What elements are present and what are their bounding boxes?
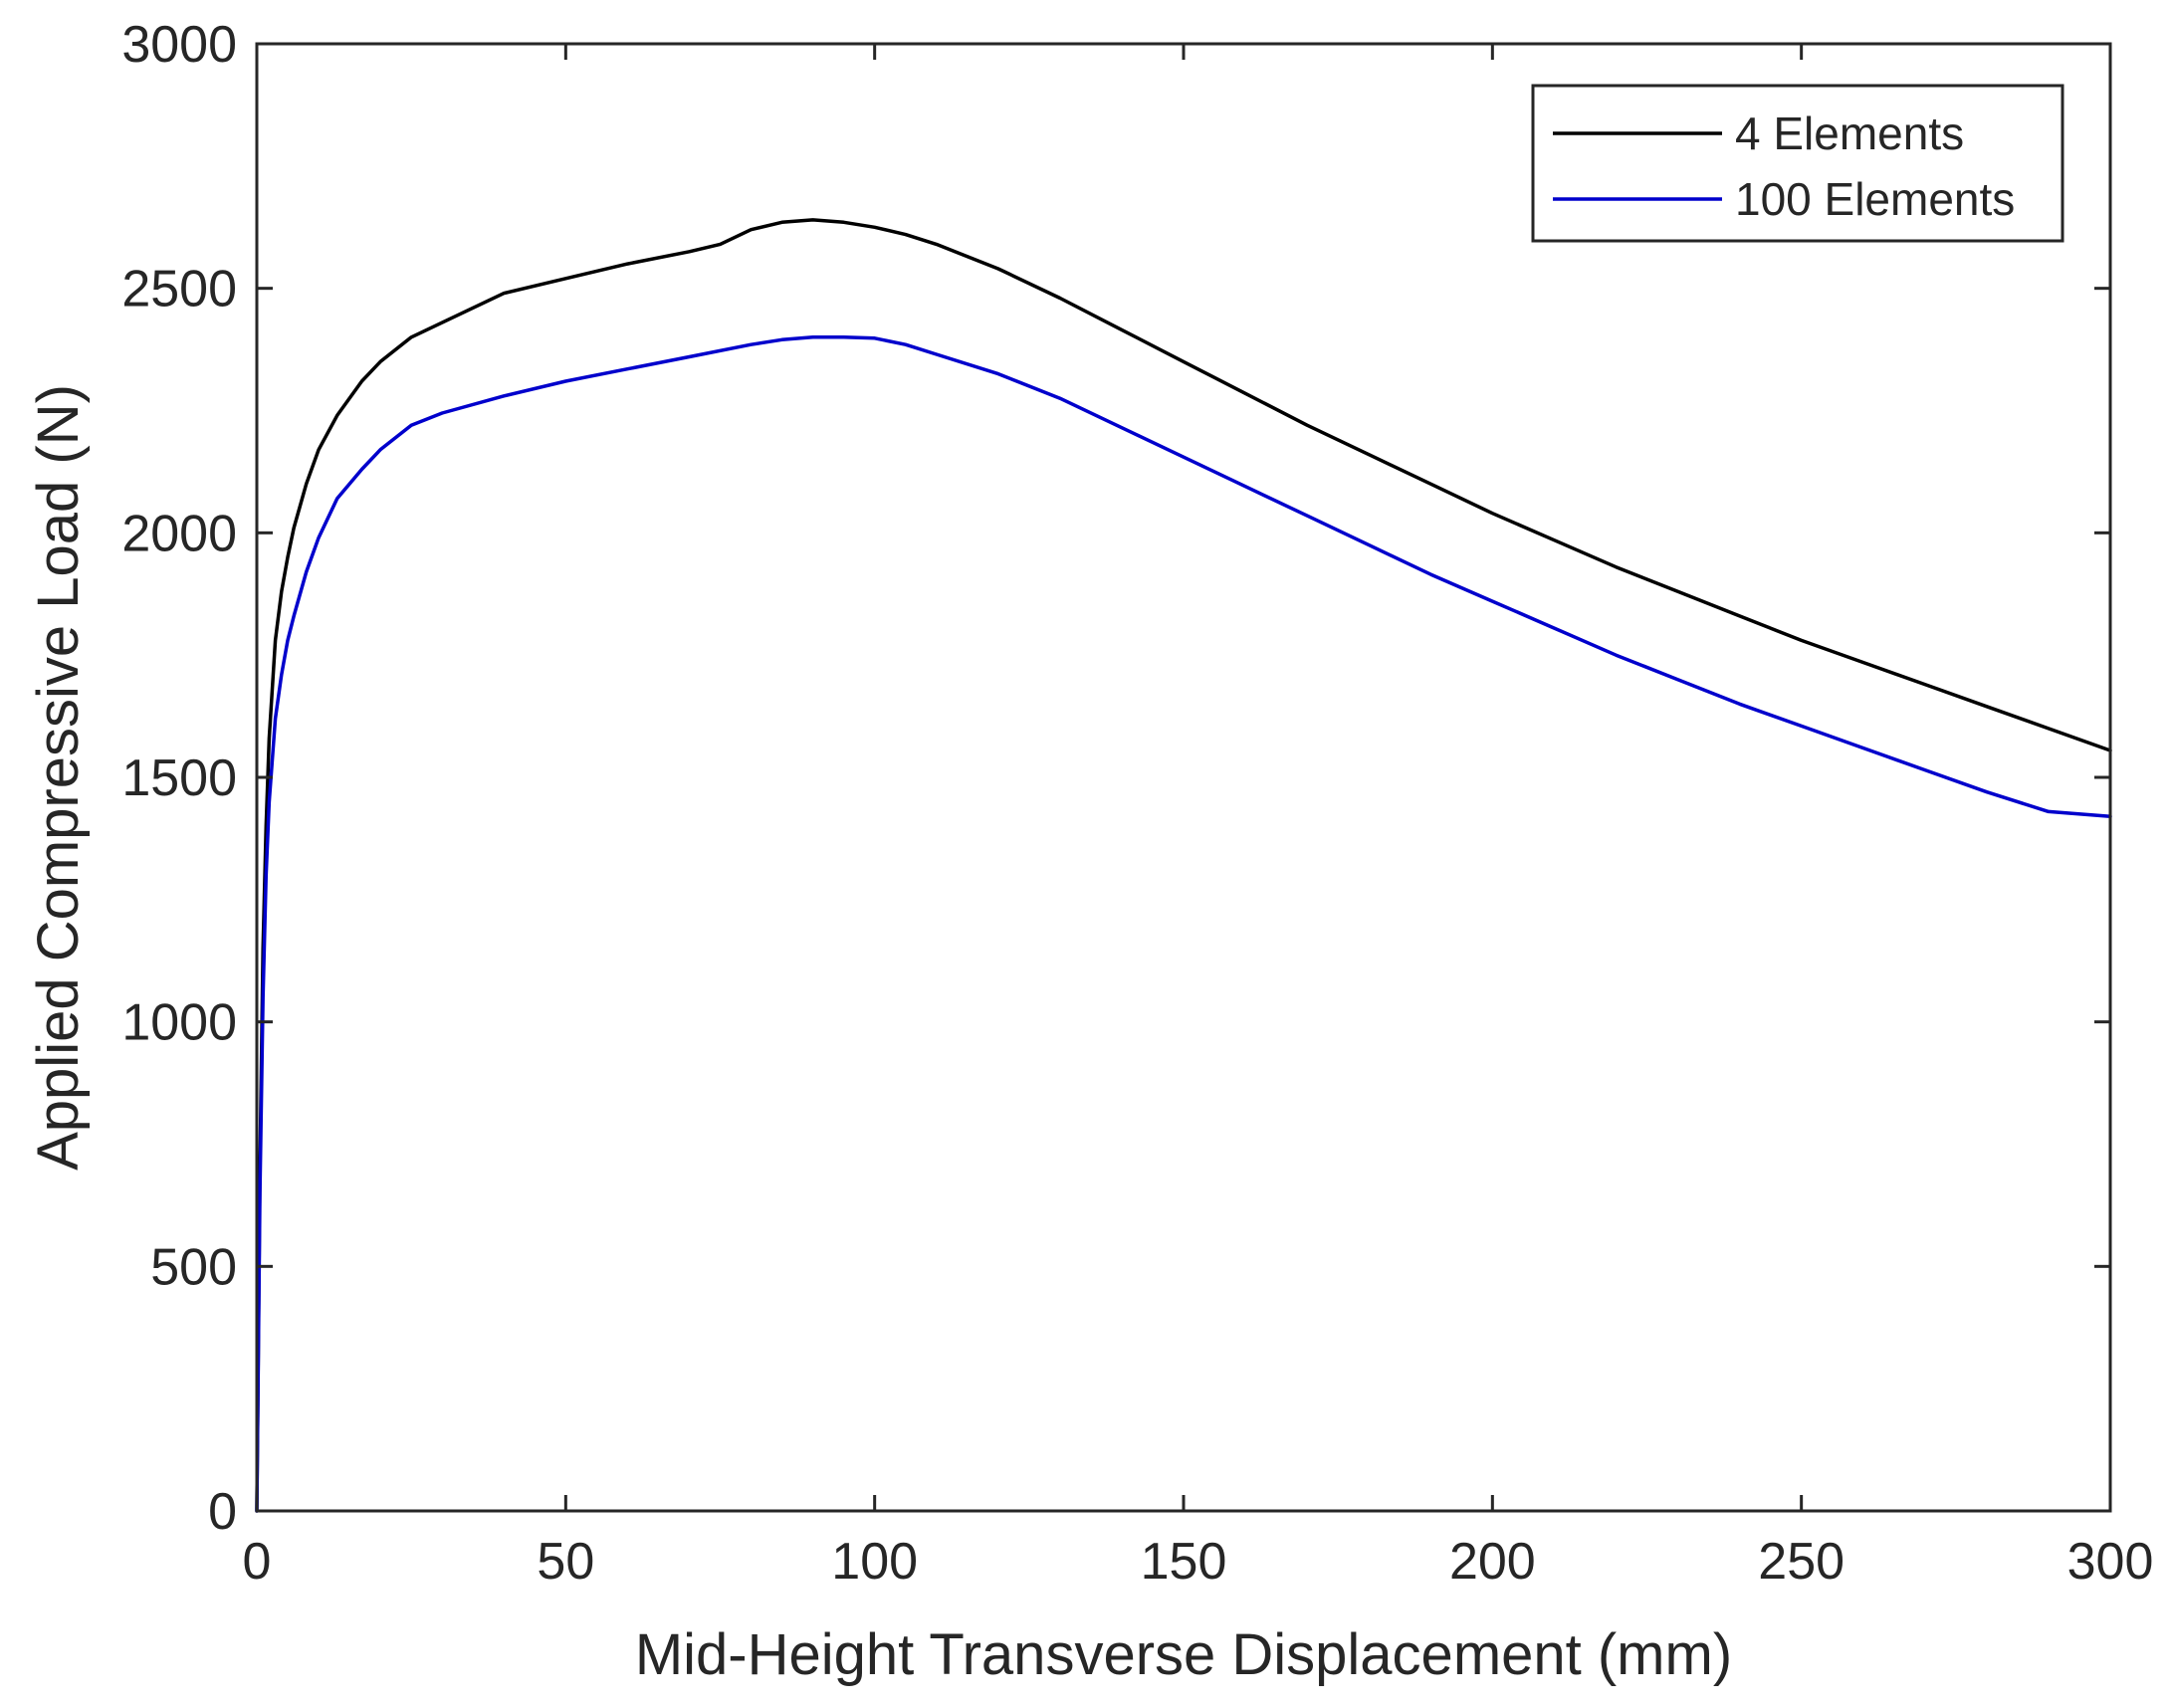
- legend: 4 Elements 100 Elements: [1531, 84, 2064, 243]
- y-tick-label: 2000: [121, 505, 237, 562]
- x-tick-label: 100: [831, 1533, 918, 1591]
- x-axis-title: Mid-Height Transverse Displacement (mm): [635, 1622, 1732, 1687]
- legend-box: [1531, 84, 2064, 243]
- plot-area: [257, 44, 2110, 1511]
- y-tick-label: 0: [208, 1483, 237, 1541]
- x-tick-label: 200: [1449, 1533, 1536, 1591]
- x-tick-label: 250: [1758, 1533, 1845, 1591]
- x-tick-label: 0: [243, 1533, 272, 1591]
- series-line-4-elements: [255, 218, 2112, 1513]
- y-tick-label: 2500: [121, 261, 237, 319]
- x-tick-label: 50: [537, 1533, 594, 1591]
- series-line-100-elements: [255, 335, 2112, 1513]
- x-tick-label: 300: [2067, 1533, 2154, 1591]
- y-tick-label: 1000: [121, 994, 237, 1052]
- legend-label-4-elements: 4 Elements: [1735, 107, 1964, 159]
- y-tick-label: 1500: [121, 749, 237, 807]
- y-axis-title: Applied Compressive Load (N): [26, 384, 91, 1171]
- x-tick-label: 150: [1141, 1533, 1227, 1591]
- y-tick-label: 3000: [121, 16, 237, 74]
- legend-label-100-elements: 100 Elements: [1735, 173, 2015, 225]
- series-layer: [255, 218, 2112, 1513]
- tick-layer: 0 50 100 150 200 250 3000500100015002000250030…: [121, 16, 2153, 1591]
- y-tick-label: 500: [150, 1238, 237, 1296]
